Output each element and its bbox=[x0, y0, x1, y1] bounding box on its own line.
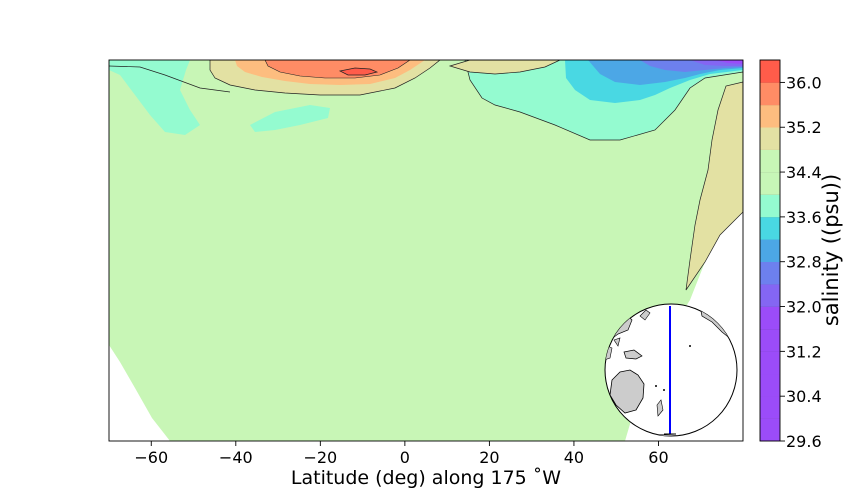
colorbar-label: salinity ((psu)) bbox=[819, 174, 843, 326]
colorbar-level-band bbox=[760, 172, 780, 195]
new-zealand-land bbox=[656, 399, 664, 417]
colorbar: 29.6 30.4 31.2 32.0 32.8 33.6 34.4 35.2 36.0 bbox=[759, 59, 822, 451]
x-axis-label: Latitude (deg) along 175 ˚W bbox=[291, 467, 561, 489]
pacific-island-2 bbox=[655, 385, 657, 387]
hawaii-land bbox=[689, 345, 691, 347]
salinity-contour-34-8-north bbox=[685, 81, 743, 291]
colorbar-tick-label: 36.0 bbox=[786, 73, 822, 92]
australia-land bbox=[609, 369, 645, 414]
salinity-contour-34-0-south-b bbox=[250, 105, 330, 132]
colorbar-tick-label: 30.4 bbox=[786, 387, 822, 406]
colorbar-level-band bbox=[760, 284, 780, 307]
colorbar-level-band bbox=[760, 216, 780, 240]
colorbar-tick-label: 34.4 bbox=[786, 163, 822, 182]
x-tick-label: −60 bbox=[134, 448, 168, 467]
x-tick-label: −20 bbox=[303, 448, 337, 467]
x-tick-label: 0 bbox=[400, 448, 410, 467]
japan-land bbox=[639, 309, 651, 321]
colorbar-level-band bbox=[760, 60, 780, 83]
x-tick-label: 20 bbox=[479, 448, 499, 467]
salinity-contour-line-34-4 bbox=[109, 65, 231, 93]
colorbar-level-band bbox=[760, 351, 780, 375]
colorbar-tick-label: 33.6 bbox=[786, 208, 822, 227]
pacific-island-1 bbox=[663, 389, 665, 391]
colorbar-level-band bbox=[760, 127, 780, 150]
colorbar-level-band bbox=[760, 418, 780, 442]
salinity-contour-32-0-north bbox=[715, 60, 743, 64]
salinity-contour-34-8-tropics-north bbox=[448, 60, 561, 75]
nodata-region-south bbox=[109, 345, 170, 441]
colorbar-tick-label: 35.2 bbox=[786, 118, 822, 137]
colorbar-level-band bbox=[760, 104, 780, 128]
colorbar-level-band bbox=[760, 306, 780, 330]
salinity-contour-34-0-south-a bbox=[109, 60, 200, 135]
x-tick-label: 40 bbox=[564, 448, 584, 467]
colorbar-level-band bbox=[760, 239, 780, 263]
colorbar-frame bbox=[759, 59, 781, 442]
colorbar-level-band bbox=[760, 194, 780, 218]
colorbar-tick-label: 31.2 bbox=[786, 342, 822, 361]
colorbar-tick-label: 32.0 bbox=[786, 298, 822, 317]
colorbar-level-band bbox=[760, 261, 780, 285]
plot-frame bbox=[108, 59, 744, 442]
colorbar-level-band bbox=[760, 149, 780, 173]
salinity-contour-36-0-south bbox=[338, 67, 379, 76]
colorbar-level-band bbox=[760, 328, 780, 352]
new-guinea-land bbox=[623, 349, 643, 360]
x-tick-label: −40 bbox=[219, 448, 253, 467]
salinity-contour-35-6-south bbox=[264, 60, 411, 79]
colorbar-tick-label: 29.6 bbox=[786, 432, 822, 451]
x-tick-label: 60 bbox=[648, 448, 668, 467]
colorbar-level-band bbox=[760, 373, 780, 397]
colorbar-tick-label: 32.8 bbox=[786, 253, 822, 272]
philippines-indonesia-land bbox=[605, 337, 621, 361]
x-axis: −60 −40 −20 0 20 40 60 bbox=[134, 441, 669, 467]
colorbar-level-band bbox=[760, 396, 780, 419]
colorbar-level-band bbox=[760, 82, 780, 106]
